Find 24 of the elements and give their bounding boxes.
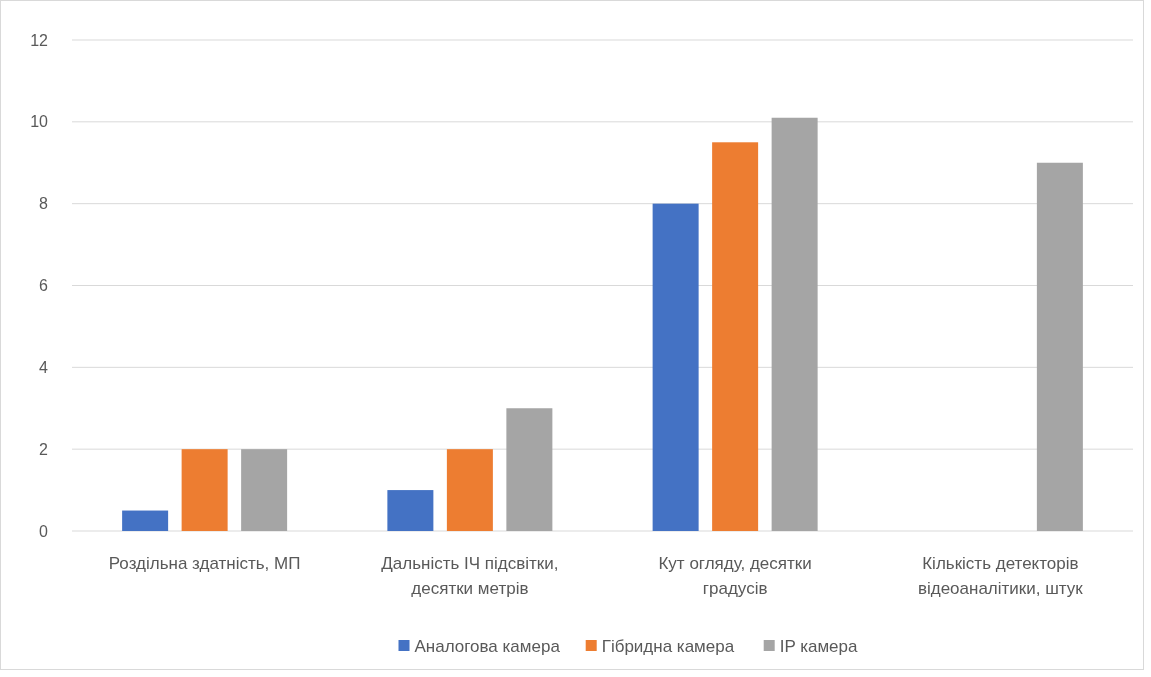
y-tick-label: 0 [39, 522, 49, 540]
bar [181, 449, 228, 531]
y-tick-label: 8 [39, 195, 49, 213]
bar [506, 408, 553, 531]
x-tick-label: Роздільна здатність, МП [108, 554, 301, 573]
bar [712, 142, 759, 531]
bar [1036, 162, 1083, 531]
x-tick-label: Дальність ІЧ підсвітки, десятки метрів [381, 554, 559, 598]
bar [122, 510, 169, 531]
x-tick-label: Кут огляду, десятки градусів [658, 554, 812, 598]
y-tick-label: 4 [39, 358, 49, 376]
y-tick-label: 6 [39, 277, 49, 295]
bar [652, 203, 699, 531]
legend-label: IP камера [779, 636, 859, 656]
bar [446, 449, 493, 531]
y-tick-label: 12 [30, 31, 49, 49]
y-tick-label: 2 [39, 440, 49, 458]
legend-label: Аналогова камера [414, 636, 561, 656]
x-tick-label: Кількість детекторів відеоаналітики, штук [917, 554, 1084, 598]
bar [771, 117, 818, 531]
bar [387, 490, 434, 531]
legend-label: Гібридна камера [601, 636, 735, 656]
y-tick-label: 10 [30, 113, 49, 131]
bar [241, 449, 288, 531]
